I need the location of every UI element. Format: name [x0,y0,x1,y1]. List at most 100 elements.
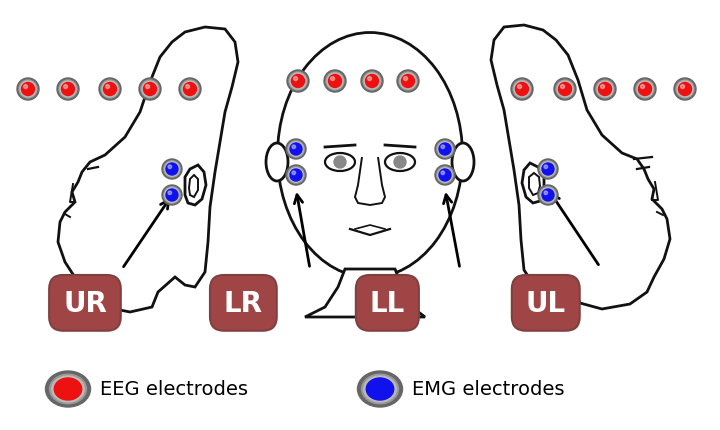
Circle shape [437,167,453,184]
Polygon shape [491,26,670,309]
Circle shape [438,142,452,157]
Circle shape [542,164,554,175]
Circle shape [361,71,383,93]
Circle shape [287,71,309,93]
Ellipse shape [361,375,398,404]
Circle shape [142,82,158,98]
Circle shape [289,73,307,91]
Circle shape [327,74,343,90]
Circle shape [334,157,346,169]
Polygon shape [58,28,238,312]
Circle shape [186,86,189,89]
Ellipse shape [52,376,84,402]
Circle shape [20,82,36,98]
Circle shape [596,81,614,99]
Circle shape [17,79,39,101]
Circle shape [61,83,74,96]
Circle shape [181,81,199,99]
Circle shape [554,79,576,101]
Circle shape [179,79,201,101]
Circle shape [513,81,531,99]
Ellipse shape [325,154,355,172]
Circle shape [511,79,533,101]
Ellipse shape [364,376,396,402]
Circle shape [19,81,37,99]
Text: EEG electrodes: EEG electrodes [100,380,248,399]
Ellipse shape [277,34,462,278]
Circle shape [541,163,555,177]
Circle shape [292,146,296,149]
Circle shape [145,86,150,89]
Circle shape [290,74,306,90]
Circle shape [437,141,453,158]
Circle shape [678,83,691,96]
Circle shape [165,163,179,177]
Circle shape [435,140,455,160]
Polygon shape [305,269,425,317]
Circle shape [330,77,335,81]
Circle shape [162,160,182,180]
Circle shape [404,77,408,81]
Circle shape [636,81,654,99]
Circle shape [676,81,694,99]
Circle shape [22,83,35,96]
Circle shape [184,83,197,96]
Circle shape [139,79,161,101]
Circle shape [166,164,178,175]
Circle shape [439,144,451,156]
Ellipse shape [50,375,86,404]
Circle shape [165,188,179,203]
Circle shape [60,82,76,98]
Circle shape [288,141,304,158]
Circle shape [641,86,644,89]
Circle shape [63,86,68,89]
Circle shape [366,75,379,88]
Circle shape [289,142,303,157]
Circle shape [559,83,572,96]
Circle shape [182,82,198,98]
Polygon shape [522,164,544,203]
Circle shape [435,166,455,186]
Circle shape [544,191,548,195]
Ellipse shape [45,371,91,407]
Circle shape [166,190,178,202]
Circle shape [441,172,445,175]
Circle shape [540,187,557,204]
Circle shape [399,73,417,91]
Circle shape [557,82,573,98]
Circle shape [102,82,118,98]
Circle shape [294,77,297,81]
Circle shape [438,169,452,183]
Ellipse shape [266,144,288,181]
Text: LL: LL [370,289,405,317]
Circle shape [538,186,558,206]
Circle shape [540,161,557,178]
Circle shape [538,160,558,180]
Circle shape [326,73,344,91]
Text: UL: UL [526,289,566,317]
Circle shape [59,81,77,99]
Text: EMG electrodes: EMG electrodes [412,380,564,399]
Circle shape [394,157,406,169]
Circle shape [598,83,611,96]
Circle shape [289,169,303,183]
Circle shape [162,186,182,206]
Circle shape [168,166,171,169]
Circle shape [57,79,79,101]
Circle shape [637,82,653,98]
Circle shape [364,74,380,90]
Circle shape [439,169,451,181]
Text: UR: UR [63,289,107,317]
Text: LR: LR [224,289,263,317]
Circle shape [680,86,685,89]
Circle shape [368,77,372,81]
Circle shape [597,82,613,98]
Circle shape [106,86,109,89]
Circle shape [290,169,302,181]
Circle shape [594,79,616,101]
Circle shape [292,75,305,88]
Circle shape [290,144,302,156]
Ellipse shape [385,154,415,172]
Circle shape [292,172,296,175]
Circle shape [397,71,419,93]
